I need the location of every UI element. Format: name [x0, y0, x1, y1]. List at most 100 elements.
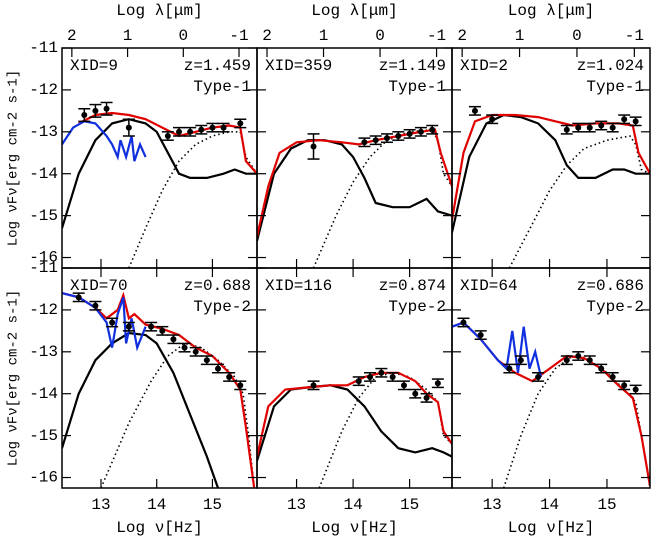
x2-tick-label: 2: [67, 27, 77, 45]
data-point: [400, 382, 407, 389]
data-point: [103, 105, 110, 112]
y-tick-label: -12: [29, 301, 58, 319]
data-point: [489, 116, 496, 123]
data-point: [372, 137, 379, 144]
data-point: [384, 135, 390, 142]
panel-annotation: Type-1: [193, 78, 251, 96]
data-point: [310, 143, 317, 150]
model-line: [62, 331, 220, 488]
data-point: [170, 336, 177, 343]
panel-annotation: Type-1: [388, 78, 446, 96]
data-point: [148, 323, 155, 330]
x-tick-label: 13: [287, 496, 306, 514]
x-tick-label: 13: [91, 496, 110, 514]
data-point: [220, 124, 227, 131]
x-axis-label: Log ν[Hz]: [311, 519, 397, 537]
panel: [62, 291, 256, 488]
data-point: [609, 373, 616, 380]
data-point: [187, 128, 194, 135]
y-tick-label: -15: [29, 427, 58, 445]
data-point: [621, 382, 628, 389]
data-point: [632, 118, 639, 125]
panel-annotation: Type-1: [586, 78, 644, 96]
y-tick-label: -11: [29, 259, 58, 277]
data-point: [198, 126, 205, 133]
panel-subtitle: z=0.688: [184, 277, 251, 295]
data-point: [237, 382, 244, 389]
panel-subtitle: z=1.459: [184, 57, 251, 75]
panel: [257, 367, 452, 488]
panel-annotation: Type-2: [193, 298, 251, 316]
x-tick-label: 13: [483, 496, 502, 514]
model-line: [257, 371, 452, 457]
data-point: [621, 116, 628, 123]
x2-axis-label: Log λ[μm]: [508, 2, 594, 20]
data-point: [506, 365, 513, 372]
data-point: [389, 373, 396, 380]
model-line: [128, 131, 257, 268]
data-point: [395, 133, 402, 139]
x2-tick-label: 1: [515, 27, 525, 45]
data-point: [361, 139, 368, 146]
x-tick-label: 15: [203, 496, 222, 514]
panel: [62, 101, 257, 268]
x-tick-label: 14: [343, 496, 362, 514]
data-point: [164, 133, 171, 139]
data-point: [125, 323, 132, 330]
x2-tick-label: 0: [375, 27, 385, 45]
y-tick-label: -15: [29, 207, 58, 225]
data-point: [586, 124, 593, 131]
x2-tick-label: 2: [457, 27, 467, 45]
panel-subtitle: z=1.149: [379, 57, 446, 75]
x-tick-label: 14: [540, 496, 559, 514]
x2-tick-label: 1: [319, 27, 329, 45]
y-tick-label: -16: [29, 469, 58, 487]
y-tick-label: -13: [29, 123, 58, 141]
data-point: [125, 124, 132, 131]
data-point: [586, 357, 593, 364]
data-point: [563, 357, 570, 364]
data-point: [378, 369, 385, 376]
y-tick-label: -14: [29, 385, 58, 403]
model-line: [62, 291, 256, 488]
data-point: [109, 319, 116, 326]
model-line: [100, 342, 255, 488]
x2-tick-label: -1: [625, 27, 644, 45]
data-point: [423, 394, 430, 401]
data-point: [192, 348, 199, 355]
data-point: [517, 357, 524, 364]
x2-tick-label: 1: [123, 27, 133, 45]
panel-title: XID=64: [460, 277, 518, 295]
model-line: [257, 128, 452, 237]
data-point: [563, 126, 570, 133]
data-point: [429, 126, 436, 133]
data-point: [215, 365, 221, 372]
data-point: [226, 373, 233, 380]
model-line: [78, 111, 257, 175]
y-tick-label: -12: [29, 81, 58, 99]
data-point: [609, 124, 616, 131]
data-point: [92, 107, 99, 114]
data-point: [434, 380, 441, 387]
data-point: [159, 327, 166, 334]
data-point: [460, 319, 467, 326]
data-point: [471, 107, 478, 114]
panel-title: XID=359: [265, 57, 332, 75]
model-line: [257, 384, 452, 462]
data-point: [355, 378, 362, 385]
y-tick-label: -11: [29, 39, 58, 57]
panel-annotation: Type-2: [586, 298, 644, 316]
model-line: [452, 321, 650, 487]
data-point: [406, 130, 413, 137]
x2-axis-label: Log λ[μm]: [311, 2, 397, 20]
data-point: [75, 294, 82, 301]
model-line: [452, 113, 650, 233]
data-point: [181, 344, 188, 351]
x-axis-label: Log ν[Hz]: [116, 519, 202, 537]
panel-title: XID=9: [70, 57, 118, 75]
panel-annotation: Type-2: [388, 298, 446, 316]
data-point: [477, 332, 484, 339]
y-tick-label: -14: [29, 165, 58, 183]
data-point: [417, 128, 424, 135]
